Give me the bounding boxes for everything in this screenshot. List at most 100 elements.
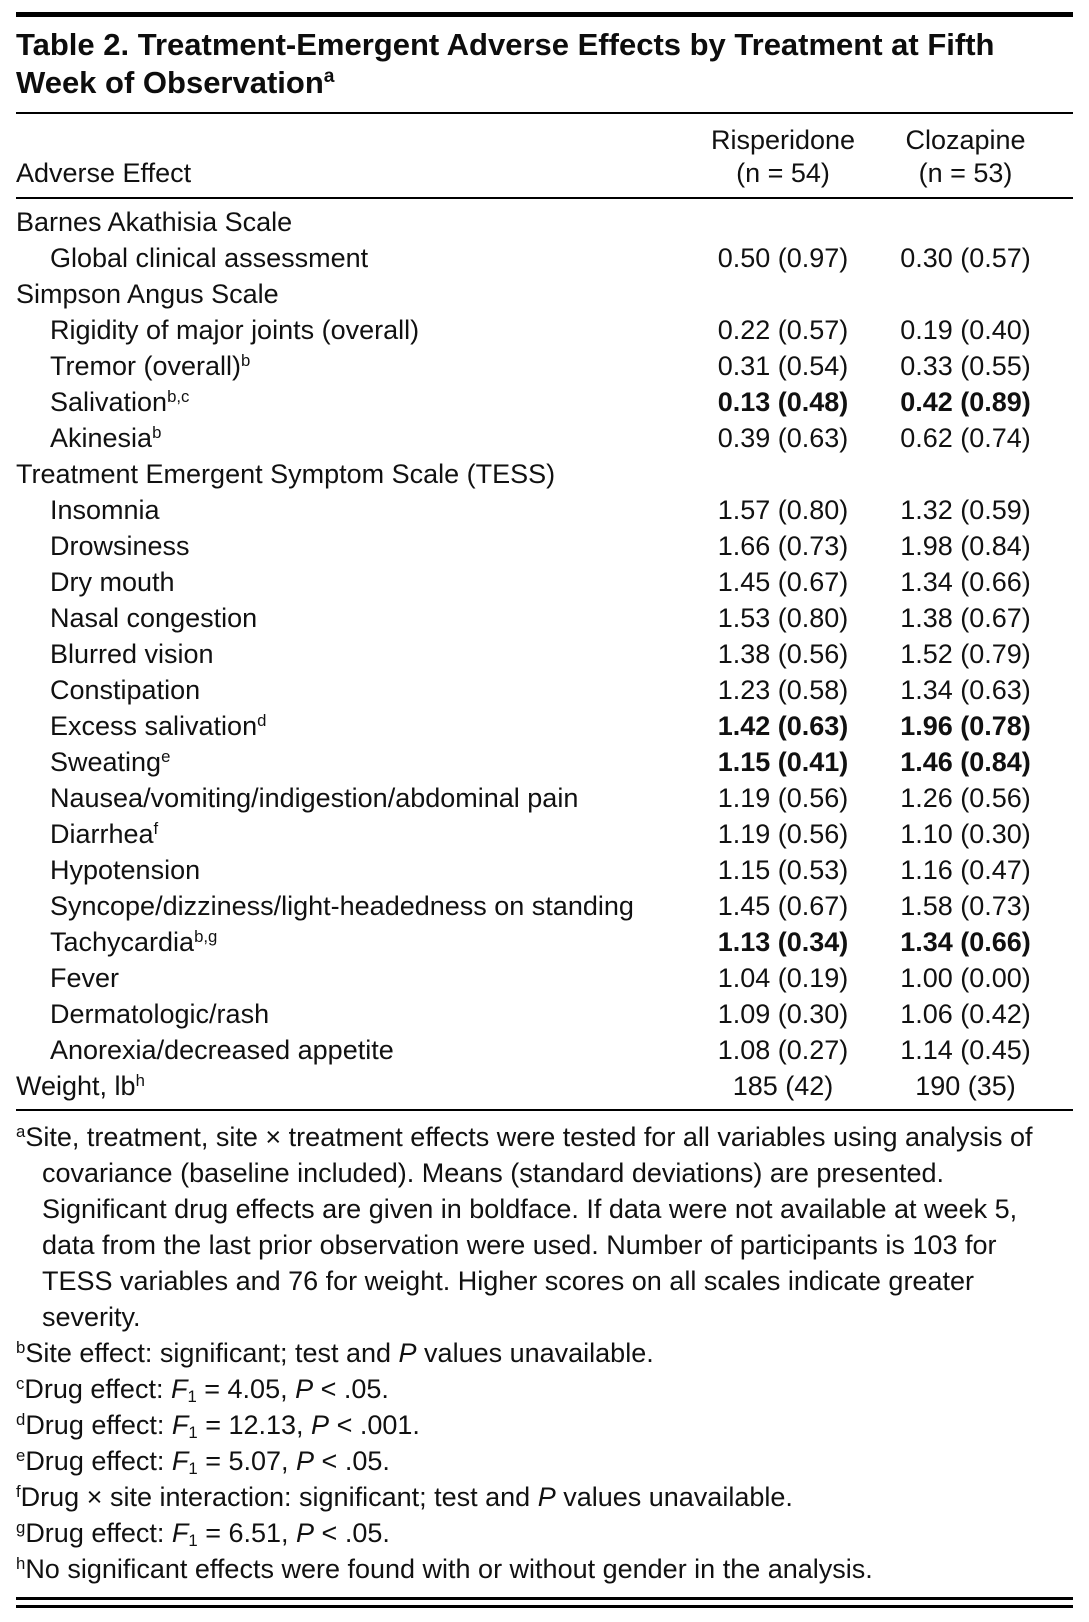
footnote-e: eDrug effect: F1 = 5.07, P < .05. bbox=[16, 1445, 390, 1479]
table-row: Simpson Angus Scale bbox=[16, 276, 1073, 312]
clozapine-value: 1.34 (0.63) bbox=[900, 675, 1031, 705]
footnote-d: dDrug effect: F1 = 12.13, P < .001. bbox=[16, 1409, 420, 1443]
row-label-superscript: e bbox=[161, 746, 171, 766]
row-label-superscript: f bbox=[153, 818, 159, 838]
table-row: Treatment Emergent Symptom Scale (TESS) bbox=[16, 456, 1073, 492]
row-label: Akinesiab bbox=[50, 422, 162, 453]
risperidone-value: 1.38 (0.56) bbox=[717, 639, 849, 669]
row-label-superscript: d bbox=[257, 710, 267, 730]
row-label: Drowsiness bbox=[50, 531, 190, 561]
row-label-superscript: h bbox=[135, 1070, 145, 1090]
clozapine-n: (n = 53) bbox=[918, 158, 1013, 188]
row-label: Insomnia bbox=[50, 495, 160, 525]
row-label: Rigidity of major joints (overall) bbox=[50, 315, 420, 345]
row-label: Constipation bbox=[50, 675, 201, 705]
table-row: Nasal congestion 1.53 (0.80) 1.38 (0.67) bbox=[16, 600, 1073, 636]
risperidone-value: 1.08 (0.27) bbox=[717, 1035, 849, 1065]
footnote-f: fDrug × site interaction: significant; t… bbox=[16, 1481, 793, 1512]
table-row: Drowsiness 1.66 (0.73) 1.98 (0.84) bbox=[16, 528, 1073, 564]
row-label: Nasal congestion bbox=[50, 603, 258, 633]
table-row: Dry mouth 1.45 (0.67) 1.34 (0.66) bbox=[16, 564, 1073, 600]
clozapine-value: 1.34 (0.66) bbox=[900, 567, 1031, 597]
table-title: Table 2. Treatment-Emergent Adverse Effe… bbox=[16, 17, 1073, 112]
clozapine-value bbox=[883, 276, 1073, 312]
row-label: Anorexia/decreased appetite bbox=[50, 1035, 394, 1065]
clozapine-value: 1.00 (0.00) bbox=[900, 963, 1031, 993]
row-label: Dry mouth bbox=[50, 567, 175, 597]
row-label: Global clinical assessment bbox=[50, 243, 369, 273]
clozapine-value: 1.38 (0.67) bbox=[900, 603, 1031, 633]
row-label: Hypotension bbox=[50, 855, 201, 885]
footnote-marker: d bbox=[16, 1409, 26, 1429]
column-header-risperidone: Risperidone (n = 54) bbox=[683, 114, 883, 198]
table-row: Dermatologic/rash 1.09 (0.30) 1.06 (0.42) bbox=[16, 996, 1073, 1032]
table-row: Tremor (overall)b 0.31 (0.54) 0.33 (0.55) bbox=[16, 348, 1073, 384]
risperidone-value bbox=[683, 276, 883, 312]
row-label: Salivationb,c bbox=[50, 386, 190, 417]
clozapine-value: 1.06 (0.42) bbox=[900, 999, 1031, 1029]
clozapine-value: 1.46 (0.84) bbox=[900, 747, 1031, 777]
footnote-marker: g bbox=[16, 1517, 26, 1537]
table-row: Nausea/vomiting/indigestion/abdominal pa… bbox=[16, 780, 1073, 816]
risperidone-value: 1.53 (0.80) bbox=[717, 603, 849, 633]
table-row: Excess salivationd 1.42 (0.63) 1.96 (0.78) bbox=[16, 708, 1073, 744]
row-label: Fever bbox=[50, 963, 120, 993]
row-label: Diarrheaf bbox=[50, 818, 159, 849]
table-row: Tachycardiab,g 1.13 (0.34) 1.34 (0.66) bbox=[16, 924, 1073, 960]
risperidone-value bbox=[683, 198, 883, 240]
risperidone-value: 1.66 (0.73) bbox=[717, 531, 849, 561]
clozapine-value: 1.34 (0.66) bbox=[900, 927, 1031, 957]
table-row: Hypotension 1.15 (0.53) 1.16 (0.47) bbox=[16, 852, 1073, 888]
risperidone-value: 1.15 (0.41) bbox=[717, 747, 849, 777]
risperidone-value: 0.13 (0.48) bbox=[717, 387, 849, 417]
clozapine-value: 0.42 (0.89) bbox=[900, 387, 1031, 417]
clozapine-value: 0.33 (0.55) bbox=[900, 351, 1031, 381]
footnote-marker: c bbox=[16, 1373, 25, 1393]
bottom-rule bbox=[16, 1597, 1073, 1608]
risperidone-value: 0.22 (0.57) bbox=[717, 315, 849, 345]
footnote-h: hNo significant effects were found with … bbox=[16, 1553, 873, 1584]
risperidone-value: 0.50 (0.97) bbox=[717, 243, 849, 273]
table-row: Akinesiab 0.39 (0.63) 0.62 (0.74) bbox=[16, 420, 1073, 456]
row-label: Sweatinge bbox=[50, 746, 171, 777]
clozapine-value: 1.26 (0.56) bbox=[900, 783, 1031, 813]
table-row: Sweatinge 1.15 (0.41) 1.46 (0.84) bbox=[16, 744, 1073, 780]
clozapine-value: 0.19 (0.40) bbox=[900, 315, 1031, 345]
row-label: Dermatologic/rash bbox=[50, 999, 270, 1029]
risperidone-value: 0.31 (0.54) bbox=[717, 351, 849, 381]
clozapine-value: 1.32 (0.59) bbox=[900, 495, 1031, 525]
clozapine-value: 1.96 (0.78) bbox=[900, 711, 1031, 741]
clozapine-label: Clozapine bbox=[905, 125, 1026, 155]
clozapine-value: 1.16 (0.47) bbox=[900, 855, 1031, 885]
footnote-marker: a bbox=[16, 1121, 26, 1141]
risperidone-n: (n = 54) bbox=[736, 158, 830, 188]
clozapine-value: 1.58 (0.73) bbox=[900, 891, 1031, 921]
risperidone-value bbox=[683, 456, 883, 492]
risperidone-value: 1.45 (0.67) bbox=[717, 567, 849, 597]
column-header-adverse-effect: Adverse Effect bbox=[16, 158, 192, 188]
table-row: Syncope/dizziness/light-headedness on st… bbox=[16, 888, 1073, 924]
risperidone-value: 185 (42) bbox=[732, 1071, 834, 1101]
row-label: Tremor (overall)b bbox=[50, 350, 251, 381]
footnote-marker: e bbox=[16, 1445, 26, 1465]
row-label: Barnes Akathisia Scale bbox=[16, 207, 293, 237]
footnote-g: gDrug effect: F1 = 6.51, P < .05. bbox=[16, 1517, 390, 1551]
row-label-superscript: b bbox=[152, 422, 162, 442]
table-row: Salivationb,c 0.13 (0.48) 0.42 (0.89) bbox=[16, 384, 1073, 420]
footnote-a: aSite, treatment, site × treatment effec… bbox=[16, 1121, 1033, 1332]
row-label: Excess salivationd bbox=[50, 710, 267, 741]
risperidone-value: 1.42 (0.63) bbox=[717, 711, 849, 741]
row-label-superscript: b bbox=[241, 350, 251, 370]
top-rule bbox=[16, 12, 1073, 17]
footnotes: aSite, treatment, site × treatment effec… bbox=[16, 1111, 1073, 1587]
row-label: Syncope/dizziness/light-headedness on st… bbox=[50, 891, 634, 921]
clozapine-value: 0.62 (0.74) bbox=[900, 423, 1031, 453]
clozapine-value bbox=[883, 198, 1073, 240]
risperidone-value: 1.19 (0.56) bbox=[717, 783, 849, 813]
row-label: Tachycardiab,g bbox=[50, 926, 218, 957]
risperidone-value: 1.57 (0.80) bbox=[717, 495, 849, 525]
risperidone-value: 1.09 (0.30) bbox=[717, 999, 849, 1029]
table-row: Barnes Akathisia Scale bbox=[16, 198, 1073, 240]
table-row: Blurred vision 1.38 (0.56) 1.52 (0.79) bbox=[16, 636, 1073, 672]
